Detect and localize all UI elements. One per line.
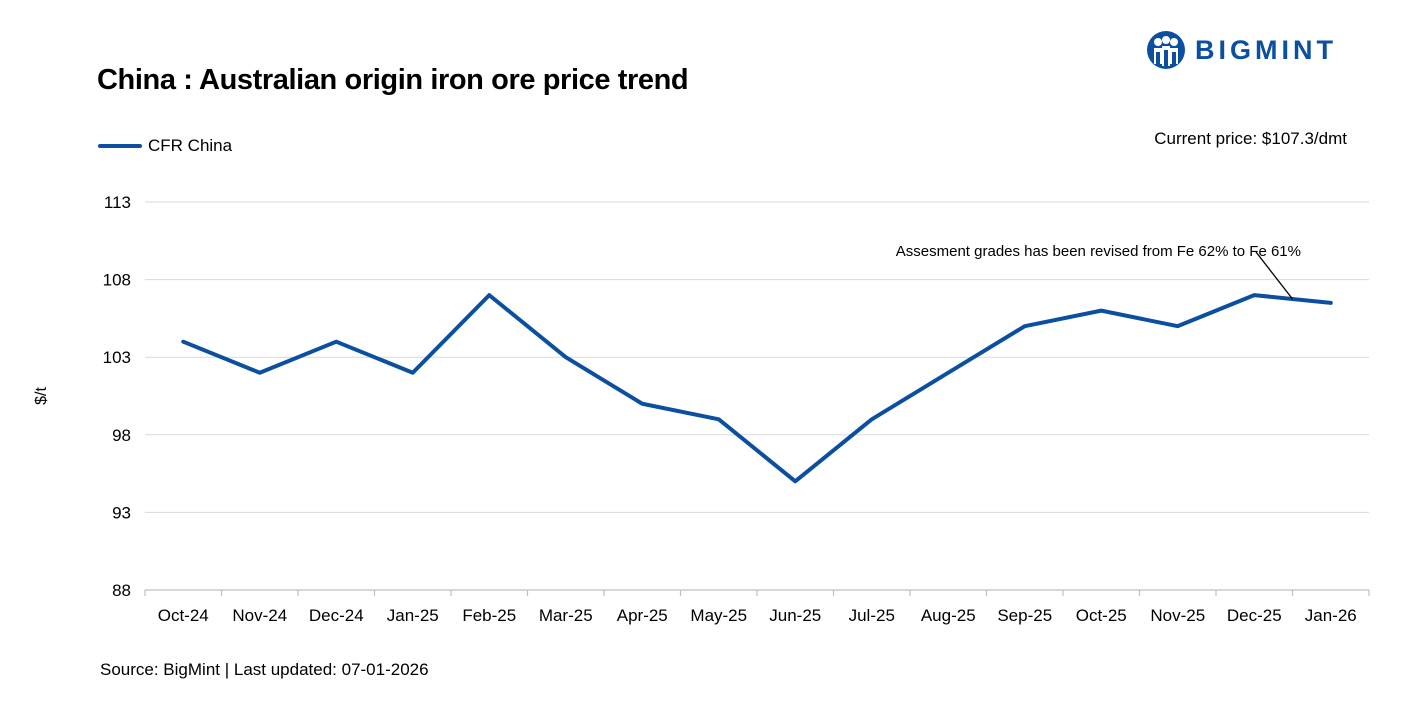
x-tick-label: Apr-25 <box>617 606 668 625</box>
bigmint-logo: BIGMINT <box>1145 30 1337 70</box>
y-tick-label: 113 <box>104 193 131 212</box>
x-tick-label: Oct-25 <box>1076 606 1127 625</box>
y-tick-label: 108 <box>103 271 131 290</box>
y-tick-labels: 88 93 98 103 108 113 <box>103 193 131 600</box>
current-price-label: Current price: $107.3/dmt <box>1154 129 1347 148</box>
x-tick-label: Jul-25 <box>849 606 895 625</box>
x-tick-label: Jan-26 <box>1305 606 1357 625</box>
y-tick-label: 98 <box>112 426 131 445</box>
x-tick-label: Aug-25 <box>921 606 976 625</box>
gridlines <box>145 201 1369 513</box>
legend-label-cfr-china: CFR China <box>148 136 233 155</box>
annotation: Assesment grades has been revised from F… <box>896 243 1301 300</box>
x-tick-label: Dec-24 <box>309 606 364 625</box>
annotation-text: Assesment grades has been revised from F… <box>896 243 1301 260</box>
x-axis <box>144 589 1370 596</box>
legend: CFR China <box>98 136 232 156</box>
x-tick-label: Feb-25 <box>462 606 516 625</box>
bigmint-people-logo-icon <box>1147 31 1185 69</box>
source-note: Source: BigMint | Last updated: 07-01-20… <box>100 660 429 679</box>
logo-text: BIGMINT <box>1195 34 1337 65</box>
y-tick-label: 103 <box>103 348 131 367</box>
x-tick-label: Nov-24 <box>232 606 287 625</box>
x-tick-labels: Oct-24 Nov-24 Dec-24 Jan-25 Feb-25 Mar-25 Apr-… <box>158 606 1357 625</box>
legend-swatch-cfr-china <box>98 144 142 148</box>
x-tick-label: Mar-25 <box>539 606 593 625</box>
x-tick-label: Nov-25 <box>1150 606 1205 625</box>
y-tick-label: 93 <box>112 503 131 522</box>
x-tick-label: Oct-24 <box>158 606 209 625</box>
x-tick-label: Sep-25 <box>997 606 1052 625</box>
y-tick-label: 88 <box>112 581 131 600</box>
x-tick-label: May-25 <box>690 606 747 625</box>
annotation-leader-line <box>1255 251 1294 300</box>
y-axis-label: $/t <box>33 387 50 405</box>
series-line-cfr-china <box>181 293 1333 484</box>
chart-title: China : Australian origin iron ore price… <box>97 64 689 96</box>
x-tick-label: Jun-25 <box>769 606 821 625</box>
x-tick-label: Dec-25 <box>1227 606 1282 625</box>
x-tick-label: Jan-25 <box>387 606 439 625</box>
series-cfr-china <box>181 293 1333 484</box>
